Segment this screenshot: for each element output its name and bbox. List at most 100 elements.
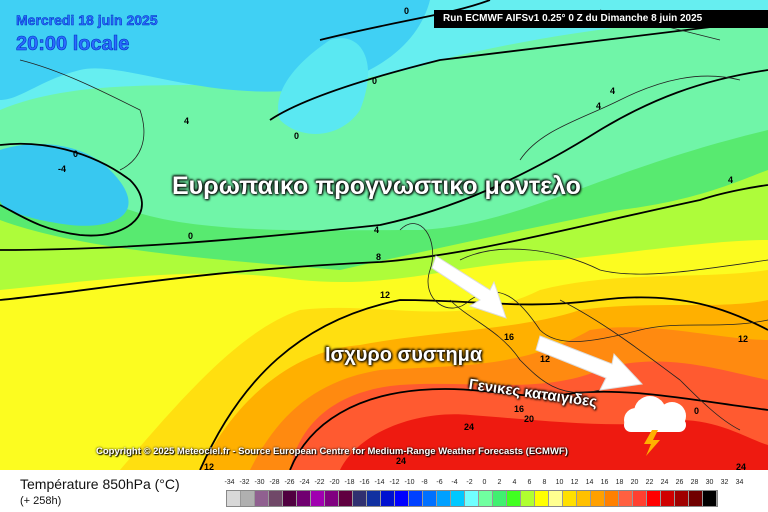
contour-label: 4 — [184, 116, 190, 126]
legend-tick: 28 — [690, 479, 699, 486]
color-cell — [367, 491, 381, 506]
color-cell — [339, 491, 353, 506]
contour-label: 24 — [464, 422, 475, 432]
color-cell — [577, 491, 591, 506]
color-cell — [479, 491, 493, 506]
color-cell — [283, 491, 297, 506]
legend-tick: 30 — [705, 479, 714, 486]
color-cell — [493, 491, 507, 506]
legend-tick: 16 — [600, 479, 609, 486]
legend-ticks: -34 -32 -30 -28 -26 -24 -22 -20 -18 -16 -14 -12 -10-… — [222, 479, 747, 486]
overlay-system: Ισχυρο συστημα — [325, 344, 483, 366]
color-cell — [465, 491, 479, 506]
legend-tick: -28 — [269, 479, 280, 486]
color-cell — [605, 491, 619, 506]
forecast-date: Mercredi 18 juin 2025 — [16, 12, 158, 29]
legend-tick: 26 — [675, 479, 684, 486]
legend-tick: -30 — [254, 479, 265, 486]
contour-label: 16 — [514, 404, 525, 414]
forecast-time: 20:00 locale — [16, 33, 130, 56]
legend-tick: 34 — [735, 479, 744, 486]
color-cell — [549, 491, 563, 506]
legend-tick: -14 — [374, 479, 385, 486]
contour-label: 4 — [610, 86, 616, 96]
color-cell — [241, 491, 255, 506]
color-cell — [647, 491, 661, 506]
legend-tick: 12 — [570, 479, 579, 486]
copyright: Copyright © 2025 Meteociel.fr - Source E… — [96, 446, 568, 457]
legend: Température 850hPa (°C) (+ 258h) -34 -32-… — [0, 470, 768, 512]
legend-tick: -18 — [344, 479, 355, 486]
color-cell — [227, 491, 241, 506]
color-cell — [437, 491, 451, 506]
legend-tick: 8 — [542, 479, 547, 486]
contour-label: 24 — [396, 456, 407, 466]
legend-tick: -8 — [421, 479, 428, 486]
contour-label: 12 — [540, 354, 551, 364]
legend-tick: 22 — [645, 479, 654, 486]
color-cell — [535, 491, 549, 506]
color-cell — [591, 491, 605, 506]
legend-tick: 32 — [720, 479, 729, 486]
contour-label: 24 — [736, 462, 747, 472]
contour-label: -4 — [58, 164, 67, 174]
contour-label: 0 — [188, 231, 194, 241]
color-bar — [226, 490, 718, 507]
color-cell — [633, 491, 647, 506]
legend-tick: -24 — [299, 479, 310, 486]
color-cell — [297, 491, 311, 506]
legend-tick: 18 — [615, 479, 624, 486]
legend-title: Température 850hPa (°C) — [20, 476, 180, 492]
color-cell — [409, 491, 423, 506]
color-cell — [381, 491, 395, 506]
overlay-title: Ευρωπαικο προγνωστικο μοντελο — [172, 172, 581, 200]
color-cell — [451, 491, 465, 506]
color-cell — [311, 491, 325, 506]
contour-label: 16 — [504, 332, 515, 342]
legend-tick: 6 — [527, 479, 532, 486]
contour-label: 0 — [372, 76, 378, 86]
temperature-map — [0, 0, 768, 470]
color-cell — [353, 491, 367, 506]
color-cell — [619, 491, 633, 506]
color-cell — [255, 491, 269, 506]
color-cell — [675, 491, 689, 506]
legend-subtitle: (+ 258h) — [20, 495, 62, 507]
legend-tick: -20 — [329, 479, 340, 486]
storm-cloud-icon — [624, 396, 686, 456]
legend-tick: -2 — [466, 479, 473, 486]
color-cell — [395, 491, 409, 506]
color-cell — [703, 491, 717, 506]
legend-tick: 0 — [482, 479, 487, 486]
legend-tick: 20 — [630, 479, 639, 486]
contour-label: 4 — [596, 101, 602, 111]
legend-tick: 2 — [497, 479, 502, 486]
legend-tick: -10 — [404, 479, 415, 486]
contour-label: 8 — [376, 252, 382, 262]
legend-tick: -16 — [359, 479, 370, 486]
color-cell — [521, 491, 535, 506]
contour-label: 0 — [73, 149, 79, 159]
legend-tick: -22 — [314, 479, 325, 486]
color-cell — [423, 491, 437, 506]
contour-label: 12 — [204, 462, 215, 472]
contour-label: 4 — [374, 225, 380, 235]
legend-tick: -34 — [224, 479, 235, 486]
color-cell — [507, 491, 521, 506]
model-run-label: Run ECMWF AIFSv1 0.25° 0 Z du Dimanche 8… — [434, 10, 768, 28]
contour-label: 0 — [404, 6, 410, 16]
legend-tick: -6 — [436, 479, 443, 486]
contour-label: 20 — [524, 414, 535, 424]
legend-tick: 4 — [512, 479, 517, 486]
color-cell — [563, 491, 577, 506]
contour-label: 12 — [738, 334, 749, 344]
legend-tick: 14 — [585, 479, 594, 486]
contour-label: 12 — [380, 290, 391, 300]
legend-tick: -26 — [284, 479, 295, 486]
legend-tick: -12 — [389, 479, 400, 486]
color-cell — [325, 491, 339, 506]
color-cell — [689, 491, 703, 506]
legend-tick: -32 — [239, 479, 250, 486]
legend-tick: 10 — [555, 479, 564, 486]
color-cell — [269, 491, 283, 506]
